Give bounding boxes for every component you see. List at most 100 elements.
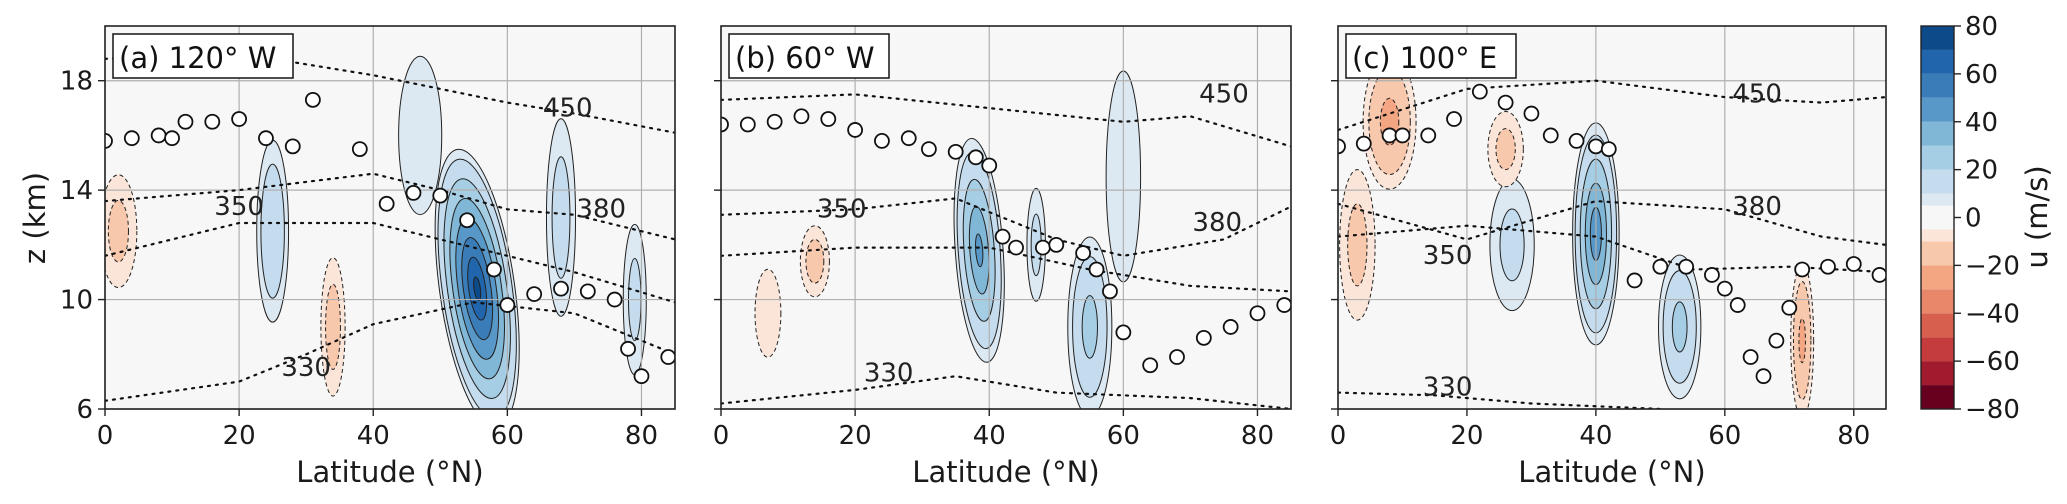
tropopause-point [947, 143, 964, 160]
tropopause-point [1716, 280, 1733, 297]
tropopause-point [1794, 261, 1811, 278]
tropopause-point [486, 261, 502, 278]
y-axis-ticks [1331, 80, 1338, 410]
x-tick-label: 0 [1330, 421, 1347, 451]
wind-core [1067, 236, 1113, 409]
tropopause-point [1471, 83, 1488, 100]
tropopause-point [874, 133, 890, 149]
y-tick-label: 14 [60, 176, 93, 206]
x-tick-label: 40 [357, 421, 390, 451]
tropopause-point [606, 291, 623, 308]
tropopause-point [1729, 297, 1746, 313]
theta-label: 350 [1423, 241, 1473, 271]
colorbar-tick-label: 80 [1965, 12, 1998, 42]
tropopause-point [204, 113, 221, 130]
wind-contour [107, 199, 129, 263]
tropopause-point [1381, 127, 1398, 144]
y-axis-ticks: 6 10 14 18 [60, 67, 105, 425]
x-axis-label: Latitude (°N) [1518, 455, 1705, 489]
tropopause-point [967, 149, 984, 166]
x-tick-label: 60 [491, 421, 524, 451]
x-axis-label: Latitude (°N) [296, 455, 483, 489]
tropopause-point [1704, 267, 1720, 283]
tropopause-point [1497, 94, 1514, 111]
colorbar-tick-label: 0 [1965, 204, 1982, 234]
x-tick-label: 40 [1579, 421, 1612, 451]
colorbar-tick-label: −60 [1965, 347, 2020, 377]
colorbar-swatch [1921, 205, 1954, 230]
tropopause-point [766, 113, 783, 130]
colorbar-swatch [1921, 49, 1954, 74]
wind-contour [473, 276, 482, 301]
tropopause-point [1600, 141, 1617, 158]
x-tick-label: 0 [713, 421, 730, 451]
wind-core [434, 148, 520, 409]
theta-label: 330 [864, 359, 914, 389]
wind-core [953, 137, 1005, 363]
field-background [105, 26, 675, 409]
tropopause-markers [721, 108, 1291, 374]
tropopause-point [1755, 368, 1772, 385]
tropopause-point [1034, 239, 1051, 256]
colorbar-swatch [1921, 289, 1954, 314]
tropopause-point [1568, 133, 1585, 149]
wind-core [1487, 110, 1524, 188]
colorbar-swatch [1921, 265, 1954, 290]
wind-contour [325, 283, 341, 370]
tropopause-point [1542, 127, 1559, 144]
colorbar-swatch [1921, 97, 1954, 122]
tropopause-point [620, 340, 636, 357]
wind-contour [1081, 295, 1098, 359]
colorbar-swatch [1921, 313, 1954, 338]
tropopause-point [1871, 267, 1886, 283]
colorbar-tick-label: 40 [1965, 108, 1998, 138]
theta-line [1338, 391, 1662, 409]
wind-contour [1798, 318, 1806, 364]
theta-line [105, 221, 675, 304]
wind-core [1790, 262, 1815, 409]
x-axis-ticks: 0 20 40 60 80 [713, 409, 1274, 451]
tropopause-point [633, 368, 650, 385]
panel-title-box: (a) 120° W [112, 33, 294, 79]
tropopause-point [164, 130, 180, 147]
theta-label: 450 [1732, 80, 1782, 110]
tropopause-point [1820, 258, 1836, 275]
x-tick-label: 60 [1107, 421, 1140, 451]
x-tick-label: 0 [97, 421, 114, 451]
panel-title-box: (b) 60° W [728, 33, 890, 79]
tropopause-point [1652, 258, 1669, 275]
panel-title: (c) 100° E [1352, 41, 1497, 75]
colorbar-swatch [1921, 241, 1954, 266]
tropopause-point [1355, 135, 1372, 152]
tropopause-point [1169, 349, 1185, 365]
theta-line [721, 375, 1291, 409]
plot-frame [1337, 25, 1887, 410]
x-tick-label: 80 [1241, 421, 1274, 451]
wind-contour [1495, 128, 1516, 171]
x-axis-ticks: 0 20 40 60 80 [97, 409, 658, 451]
y-tick-label: 6 [76, 395, 93, 425]
wind-core [1339, 169, 1376, 321]
wind-core [1658, 254, 1702, 400]
panel-a: 450 350 380 330 (a) 120° W 0 20 40 60 80 6 10 14 1… [60, 25, 676, 489]
colorbar-swatches [1921, 26, 1954, 409]
x-tick-label: 20 [223, 421, 256, 451]
wind-field [1338, 26, 1886, 409]
tropopause-point [1768, 332, 1785, 349]
tropopause-point [553, 280, 569, 297]
theta-line [1338, 199, 1886, 246]
colorbar-tick-label: 20 [1965, 156, 1998, 186]
tropopause-point [1845, 256, 1862, 272]
wind-core [320, 257, 346, 397]
tropopause-point [1102, 283, 1118, 300]
plot-frame [720, 25, 1292, 410]
theta-label: 380 [1732, 192, 1782, 222]
wind-core [105, 174, 138, 289]
tropopause-point [1446, 111, 1462, 127]
colorbar-tick-label: 60 [1965, 60, 1998, 90]
colorbar-swatch [1921, 385, 1954, 409]
tropopause-point [660, 349, 675, 365]
tropopause-point [1088, 261, 1105, 278]
tropopause-point [258, 130, 274, 147]
